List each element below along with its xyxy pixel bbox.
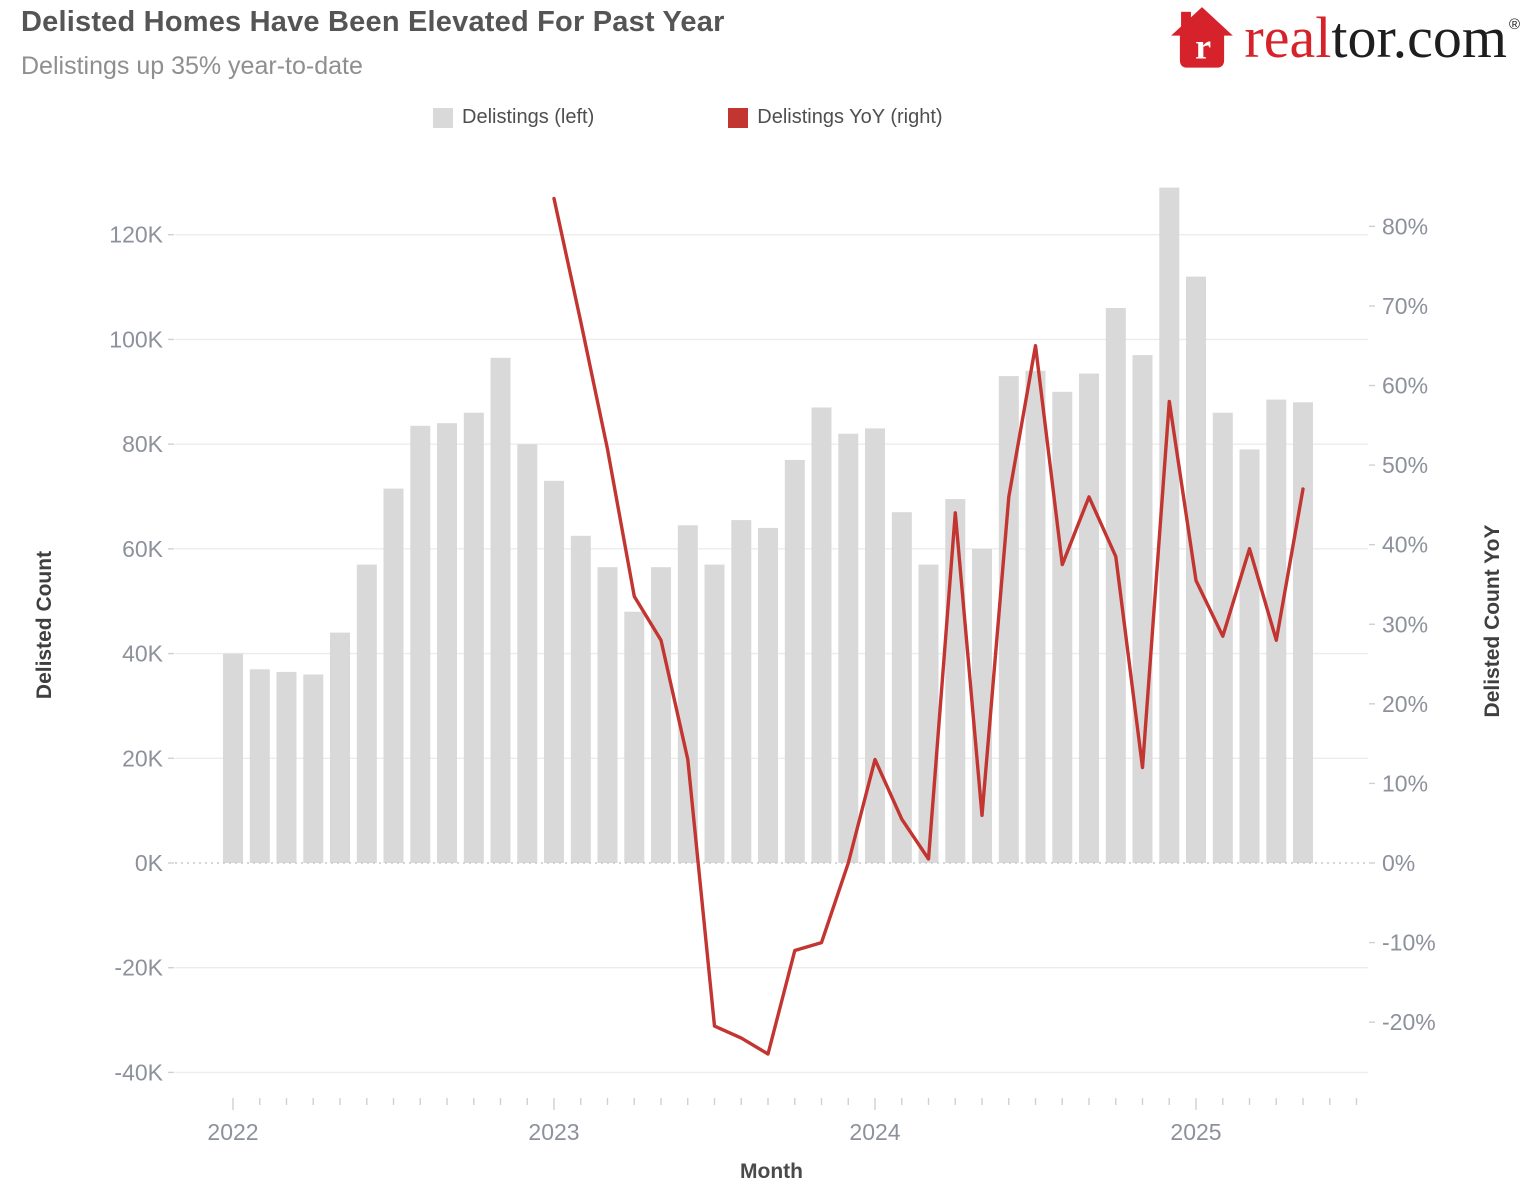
left-axis-title: Delisted Count — [33, 550, 56, 700]
bar — [1105, 308, 1126, 863]
bar — [758, 527, 778, 863]
left-axis-tick-label: 40K — [122, 641, 164, 667]
bar — [597, 567, 618, 863]
bar — [838, 433, 859, 863]
right-axis-tick-label: 60% — [1382, 373, 1428, 399]
year-label: 2025 — [1170, 1119, 1221, 1145]
right-axis-tick-label: 30% — [1382, 611, 1428, 637]
bar — [731, 520, 752, 863]
bar — [624, 611, 645, 863]
bar — [811, 407, 832, 863]
wordmark-torcom: tor.com — [1331, 5, 1507, 70]
wordmark-real: real — [1244, 5, 1332, 70]
x-axis-title: Month — [740, 1160, 803, 1183]
bar — [784, 459, 805, 863]
bar — [1079, 373, 1099, 863]
left-axis-tick-label: -40K — [114, 1059, 163, 1085]
bar — [383, 488, 404, 863]
yoy-line — [552, 196, 1305, 1056]
bar — [410, 425, 431, 863]
bar — [437, 423, 457, 863]
bar — [918, 564, 939, 863]
bar — [1025, 370, 1046, 863]
left-axis-tick-label: 60K — [122, 536, 164, 562]
bar — [463, 412, 484, 863]
chart-subtitle: Delistings up 35% year-to-date — [21, 52, 363, 80]
bar — [651, 567, 671, 863]
bar — [891, 512, 912, 863]
left-axis-tick-label: -20K — [114, 955, 163, 981]
legend-item-delistings: Delistings (left) — [433, 106, 594, 129]
bar — [223, 653, 243, 863]
legend-label: Delistings YoY (right) — [757, 106, 943, 128]
chart-legend: Delistings (left) Delistings YoY (right) — [433, 106, 943, 129]
left-axis-tick-label: 0K — [135, 850, 164, 876]
bar — [677, 525, 698, 863]
bar — [998, 376, 1019, 863]
bar — [249, 669, 270, 863]
right-axis-tick-label: -20% — [1382, 1009, 1436, 1035]
bar — [490, 357, 511, 863]
bar — [1159, 187, 1180, 864]
bar — [517, 444, 538, 863]
right-axis-tick-label: 0% — [1382, 850, 1415, 876]
bar — [865, 428, 885, 863]
bar — [544, 480, 564, 863]
right-axis-tick-label: 50% — [1382, 452, 1428, 478]
chart-title: Delisted Homes Have Been Elevated For Pa… — [21, 6, 725, 38]
right-axis-tick-label: 70% — [1382, 293, 1428, 319]
bar — [1239, 449, 1260, 863]
bar — [570, 535, 591, 863]
year-label: 2022 — [207, 1119, 258, 1145]
year-label: 2023 — [528, 1119, 579, 1145]
bar — [704, 564, 725, 863]
right-axis-tick-label: 40% — [1382, 532, 1428, 558]
realtor-house-icon: r — [1171, 7, 1234, 68]
left-axis-tick-label: 80K — [122, 431, 164, 457]
bar — [1293, 402, 1313, 863]
bar — [972, 548, 992, 863]
right-axis-tick-label: -10% — [1382, 930, 1436, 956]
left-axis-tick-label: 20K — [122, 745, 164, 771]
right-axis-tick-label: 20% — [1382, 691, 1428, 717]
bar — [276, 671, 297, 863]
bar — [356, 564, 377, 863]
bar — [330, 632, 350, 863]
right-axis-title: Delisted Count YoY — [1481, 524, 1504, 718]
left-axis-tick-label: 120K — [109, 222, 163, 248]
delistings-yoy-swatch — [728, 107, 749, 128]
legend-label: Delistings (left) — [462, 106, 595, 128]
logo-letter-r: r — [1196, 26, 1212, 66]
realtor-wordmark: realtor.com ® — [1244, 9, 1520, 67]
realtor-logo: r realtor.com ® — [1170, 6, 1520, 70]
left-axis-tick-label: 100K — [109, 326, 163, 352]
delistings-swatch — [433, 107, 453, 128]
right-axis-tick-label: 80% — [1382, 213, 1428, 239]
bar — [945, 499, 966, 863]
year-label: 2024 — [849, 1119, 900, 1145]
right-axis-tick-label: 10% — [1382, 770, 1428, 796]
bar — [303, 674, 324, 863]
bar — [1132, 355, 1153, 863]
bar — [1052, 391, 1073, 863]
registered-mark: ® — [1508, 16, 1520, 33]
legend-item-delistings-yoy: Delistings YoY (right) — [728, 106, 943, 129]
